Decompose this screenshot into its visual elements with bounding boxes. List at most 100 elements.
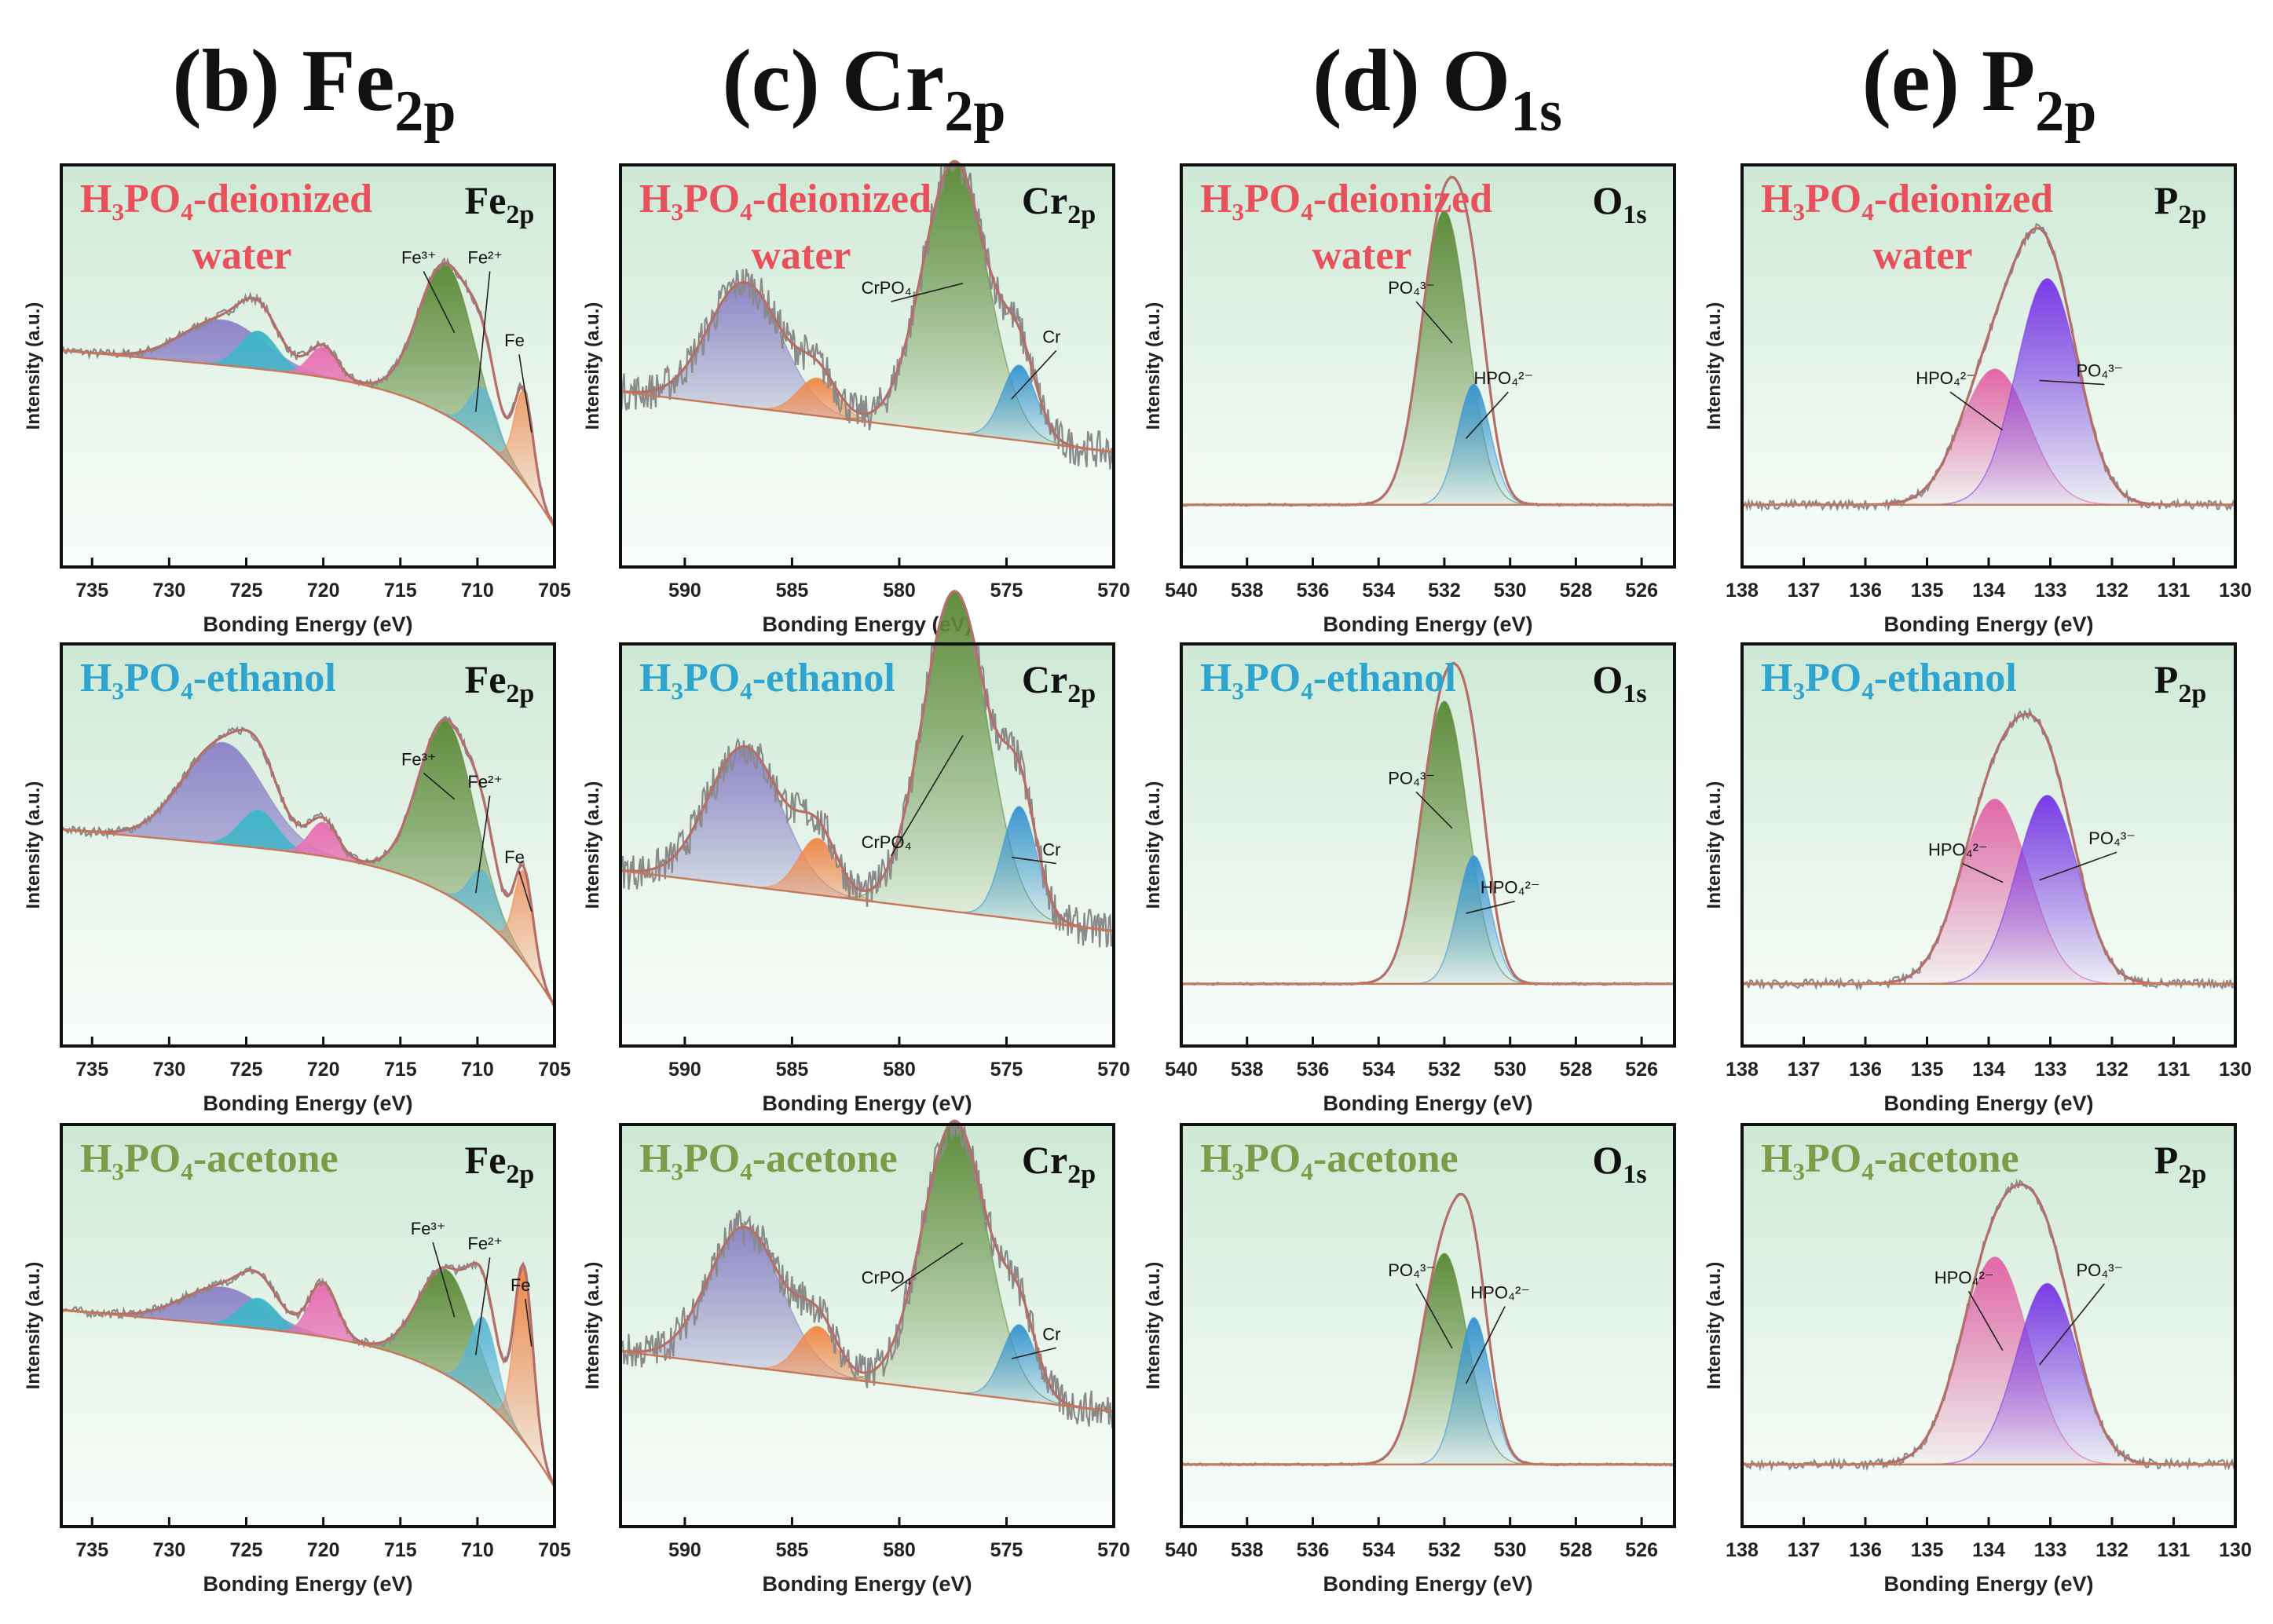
panel-P2p-0: HPO₄²⁻ PO₄³⁻ 138 137 136 135 134 133 132 131 130 Bo…: [1704, 163, 2252, 636]
component-label: CrPO₄: [862, 278, 912, 298]
panel-background: [1742, 165, 2235, 567]
x-tick-label: 135: [1911, 1539, 1944, 1561]
element-tag: Cr2p: [1022, 178, 1096, 229]
baseline: [60, 1308, 556, 1488]
sample-label-line2: water: [1312, 233, 1411, 278]
x-tick-label: 136: [1849, 1059, 1882, 1081]
x-tick-label: 570: [1097, 1059, 1130, 1081]
x-tick-label: 575: [990, 1539, 1023, 1561]
x-tick-label: 705: [538, 1059, 571, 1081]
x-axis-label: Bonding Energy (eV): [1883, 613, 2093, 636]
component-label: Fe³⁺: [401, 749, 437, 769]
x-tick-label: 580: [883, 580, 916, 602]
component-label: Fe: [504, 847, 525, 867]
x-tick-label: 532: [1428, 1059, 1461, 1081]
x-tick-label: 137: [1788, 1539, 1821, 1561]
column-title: (b) Fe2p: [172, 32, 456, 144]
x-tick-label: 131: [2158, 1059, 2191, 1081]
panel-frame: [619, 163, 1115, 569]
x-axis-label: Bonding Energy (eV): [1323, 613, 1532, 636]
component-label: PO₄³⁻: [2088, 828, 2136, 848]
panel-frame: [60, 1123, 556, 1528]
sample-label: H₃PO₄-deionized: [1761, 177, 2053, 221]
sample-label: H₃PO₄-acetone: [639, 1136, 898, 1181]
y-axis-label: Intensity (a.u.): [1704, 302, 1725, 430]
panels: Fe³⁺ Fe²⁺ Fe 735 730 725 720 715 710 705 Bonding E…: [23, 159, 2252, 1596]
y-axis-label: Intensity (a.u.): [582, 781, 603, 909]
x-tick-label: 534: [1362, 1059, 1395, 1081]
panel-frame: [1180, 642, 1676, 1048]
panel-Fe2p-1: Fe³⁺ Fe²⁺ Fe 735 730 725 720 715 710 705 Bonding E…: [23, 642, 571, 1115]
y-axis-label: Intensity (a.u.): [23, 1262, 44, 1390]
x-tick-label: 725: [230, 580, 263, 602]
label-leader: [1011, 856, 1056, 865]
x-axis-label: Bonding Energy (eV): [1323, 1572, 1532, 1596]
component-label: PO₄³⁻: [1388, 768, 1435, 788]
element-tag: O1s: [1592, 657, 1646, 708]
element-tag: O1s: [1592, 178, 1646, 229]
label-leader: [1011, 349, 1057, 400]
sample-label: H₃PO₄-ethanol: [1200, 656, 1456, 700]
fit-envelope: [620, 589, 1115, 933]
label-leader: [423, 271, 456, 333]
x-tick-label: 735: [75, 580, 108, 602]
label-leader: [1466, 391, 1509, 439]
panel-frame: [60, 642, 556, 1048]
x-tick-label: 134: [1972, 1059, 2005, 1081]
x-tick-label: 570: [1097, 1539, 1130, 1561]
x-tick-label: 730: [153, 580, 186, 602]
component-label: Fe²⁺: [467, 248, 503, 268]
panel-P2p-2: HPO₄²⁻ PO₄³⁻ 138 137 136 135 134 133 132 131 130 Bo…: [1704, 1123, 2252, 1596]
panel-Fe2p-0: Fe³⁺ Fe²⁺ Fe 735 730 725 720 715 710 705 Bonding E…: [23, 163, 571, 636]
x-tick-label: 590: [668, 1539, 701, 1561]
baseline: [60, 828, 556, 1008]
panel-O1s-1: PO₄³⁻ HPO₄²⁻ 540 538 536 534 532 530 528 526 Bondi…: [1143, 642, 1676, 1115]
sample-label-line2: water: [1872, 233, 1972, 278]
component-label: PO₄³⁻: [2076, 1260, 2123, 1280]
label-leader: [1415, 301, 1453, 344]
element-tag: Fe2p: [465, 178, 535, 229]
x-tick-label: 137: [1788, 1059, 1821, 1081]
label-leader: [518, 354, 533, 433]
x-tick-label: 590: [668, 1059, 701, 1081]
y-axis-label: Intensity (a.u.): [1704, 1262, 1725, 1390]
component-label: HPO₄²⁻: [1481, 878, 1540, 898]
x-tick-label: 132: [2095, 1059, 2128, 1081]
component-label: Cr: [1042, 840, 1060, 860]
x-tick-label: 526: [1625, 1059, 1658, 1081]
baseline: [620, 390, 1115, 453]
y-axis-label: Intensity (a.u.): [23, 302, 44, 430]
x-tick-label: 528: [1560, 1539, 1593, 1561]
fit-envelope: [620, 159, 1115, 454]
sample-label: H₃PO₄-deionized: [80, 177, 372, 221]
element-tag: Fe2p: [465, 1138, 535, 1189]
x-tick-label: 132: [2095, 1539, 2128, 1561]
component-label: PO₄³⁻: [1388, 278, 1435, 298]
sample-label: H₃PO₄-ethanol: [639, 656, 895, 700]
x-tick-label: 730: [153, 1539, 186, 1561]
x-tick-label: 735: [75, 1539, 108, 1561]
sample-label: H₃PO₄-deionized: [1200, 177, 1492, 221]
column-title: (d) O1s: [1312, 32, 1562, 144]
label-leader: [1967, 1291, 2004, 1351]
component-label: HPO₄²⁻: [1470, 1283, 1530, 1303]
panel-frame: [619, 642, 1115, 1048]
x-axis-label: Bonding Energy (eV): [1323, 1092, 1532, 1115]
x-tick-label: 705: [538, 580, 571, 602]
x-tick-label: 705: [538, 1539, 571, 1561]
x-tick-label: 536: [1297, 1059, 1330, 1081]
element-tag: Cr2p: [1022, 657, 1096, 708]
x-tick-label: 538: [1231, 1539, 1264, 1561]
x-tick-label: 580: [883, 1059, 916, 1081]
component-label: PO₄³⁻: [1388, 1260, 1435, 1280]
x-axis-label: Bonding Energy (eV): [1883, 1092, 2093, 1115]
label-leader: [1415, 1283, 1453, 1349]
x-tick-label: 585: [776, 1059, 809, 1081]
raw-spectrum: [620, 163, 1115, 470]
fit-envelope: [620, 1119, 1115, 1414]
x-tick-label: 538: [1231, 580, 1264, 602]
panel-Cr2p-1: CrPO₄ Cr 590 585 580 575 570 Bonding Energy (eV…: [582, 589, 1130, 1115]
panel-Fe2p-2: Fe³⁺ Fe²⁺ Fe 735 730 725 720 715 710 705 Bonding E…: [23, 1123, 571, 1596]
label-leader: [1962, 862, 2004, 883]
